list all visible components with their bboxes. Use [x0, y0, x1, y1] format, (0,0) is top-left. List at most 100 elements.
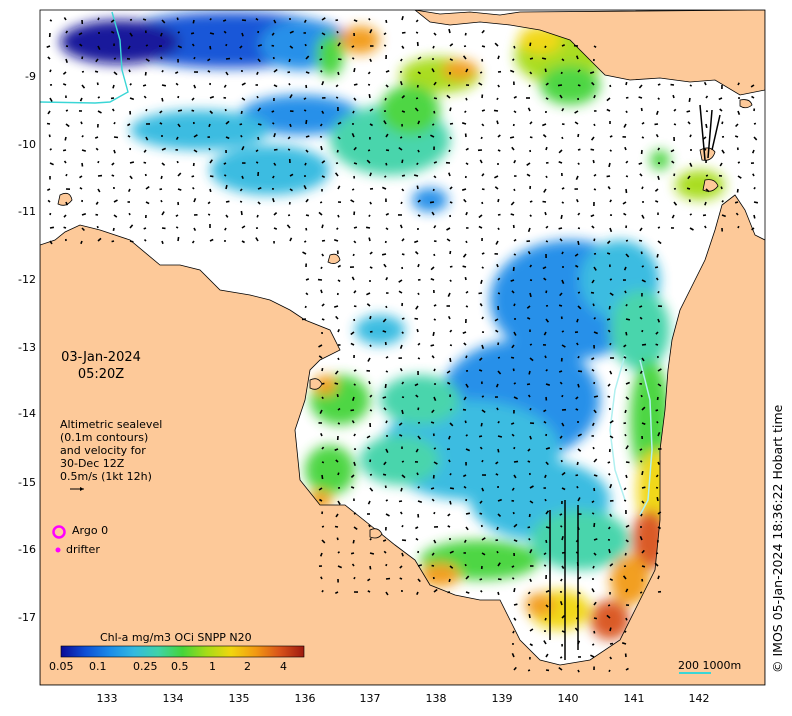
velocity-arrow [337, 472, 340, 476]
velocity-arrow [401, 331, 404, 334]
velocity-arrow [559, 238, 563, 242]
velocity-arrow [513, 460, 519, 463]
velocity-arrow [463, 198, 467, 203]
velocity-arrow [449, 107, 452, 112]
velocity-arrow [256, 214, 259, 218]
velocity-arrow [207, 201, 211, 205]
velocity-arrow [161, 162, 166, 166]
velocity-arrow [161, 84, 167, 87]
velocity-arrow [81, 212, 87, 216]
velocity-arrow [545, 97, 549, 100]
velocity-arrow [414, 107, 419, 112]
velocity-arrow [656, 253, 659, 258]
velocity-arrow [398, 279, 403, 283]
velocity-arrow [417, 357, 421, 360]
velocity-arrow [334, 525, 339, 528]
velocity-arrow [527, 460, 531, 463]
velocity-arrow [401, 15, 404, 21]
velocity-arrow [704, 201, 707, 206]
velocity-arrow [449, 186, 453, 190]
velocity-arrow [417, 214, 421, 217]
velocity-arrow [431, 552, 435, 556]
velocity-arrow [529, 200, 533, 203]
velocity-arrow [609, 483, 613, 489]
velocity-arrow [577, 227, 581, 230]
velocity-arrow [510, 279, 515, 282]
velocity-arrow [561, 565, 565, 569]
velocity-arrow [161, 69, 164, 73]
velocity-arrow [383, 263, 387, 268]
velocity-arrow [465, 575, 470, 580]
velocity-arrow [62, 149, 67, 152]
velocity-arrow [545, 604, 549, 608]
velocity-arrow [382, 539, 387, 542]
velocity-arrow [305, 135, 310, 138]
velocity-arrow [337, 565, 343, 569]
velocity-arrow [449, 43, 454, 47]
velocity-arrow [577, 433, 582, 437]
velocity-arrow [577, 669, 580, 673]
velocity-arrow [239, 200, 243, 203]
velocity-arrow [209, 238, 214, 242]
velocity-arrow [175, 214, 179, 217]
velocity-arrow [446, 370, 451, 374]
velocity-arrow [447, 381, 451, 385]
velocity-arrow [592, 446, 595, 450]
velocity-arrow [609, 135, 613, 138]
velocity-arrow [353, 461, 356, 467]
velocity-arrow [577, 383, 580, 388]
velocity-arrow [497, 149, 501, 152]
velocity-arrow [320, 70, 323, 73]
velocity-arrow [65, 30, 69, 34]
velocity-arrow [497, 513, 502, 517]
velocity-arrow [430, 277, 435, 281]
velocity-arrow [383, 32, 387, 36]
velocity-arrow [529, 214, 532, 217]
velocity-arrow [624, 409, 627, 414]
velocity-arrow [369, 172, 372, 177]
velocity-arrow [465, 434, 469, 437]
velocity-arrow [513, 253, 517, 256]
velocity-arrow [465, 162, 469, 166]
velocity-arrow [526, 162, 531, 166]
velocity-arrow [686, 187, 691, 190]
velocity-arrow [224, 227, 227, 231]
velocity-arrow [368, 237, 371, 242]
velocity-arrow [350, 199, 355, 203]
velocity-arrow [319, 409, 323, 414]
velocity-arrow [78, 32, 83, 36]
velocity-arrow [481, 123, 485, 127]
velocity-arrow [751, 227, 755, 231]
velocity-arrow [449, 265, 453, 268]
velocity-arrow [656, 496, 659, 502]
velocity-arrow [688, 97, 691, 103]
lon-tick: 138 [425, 692, 447, 705]
velocity-arrow [511, 344, 515, 349]
velocity-arrow [462, 253, 467, 258]
velocity-arrow [353, 67, 356, 73]
velocity-arrow [305, 71, 310, 74]
velocity-arrow [529, 435, 532, 440]
velocity-arrow [351, 45, 355, 48]
velocity-arrow [527, 251, 531, 255]
velocity-arrow [416, 328, 419, 333]
velocity-arrow [654, 188, 659, 192]
velocity-arrow [416, 185, 419, 190]
velocity-arrow [415, 97, 419, 100]
velocity-arrow [623, 356, 627, 359]
velocity-arrow [592, 303, 595, 307]
velocity-arrow [497, 562, 501, 567]
velocity-arrow [288, 82, 291, 86]
velocity-arrow [337, 422, 341, 425]
velocity-arrow [446, 227, 451, 231]
velocity-arrow [113, 136, 119, 139]
velocity-arrow [593, 409, 597, 414]
velocity-arrow [273, 148, 278, 151]
velocity-arrow [273, 212, 278, 216]
velocity-arrow [591, 643, 595, 646]
velocity-arrow [65, 173, 68, 177]
velocity-arrow [513, 523, 518, 528]
velocity-arrow [209, 95, 215, 99]
velocity-arrow [46, 188, 51, 192]
velocity-arrow [305, 292, 309, 296]
